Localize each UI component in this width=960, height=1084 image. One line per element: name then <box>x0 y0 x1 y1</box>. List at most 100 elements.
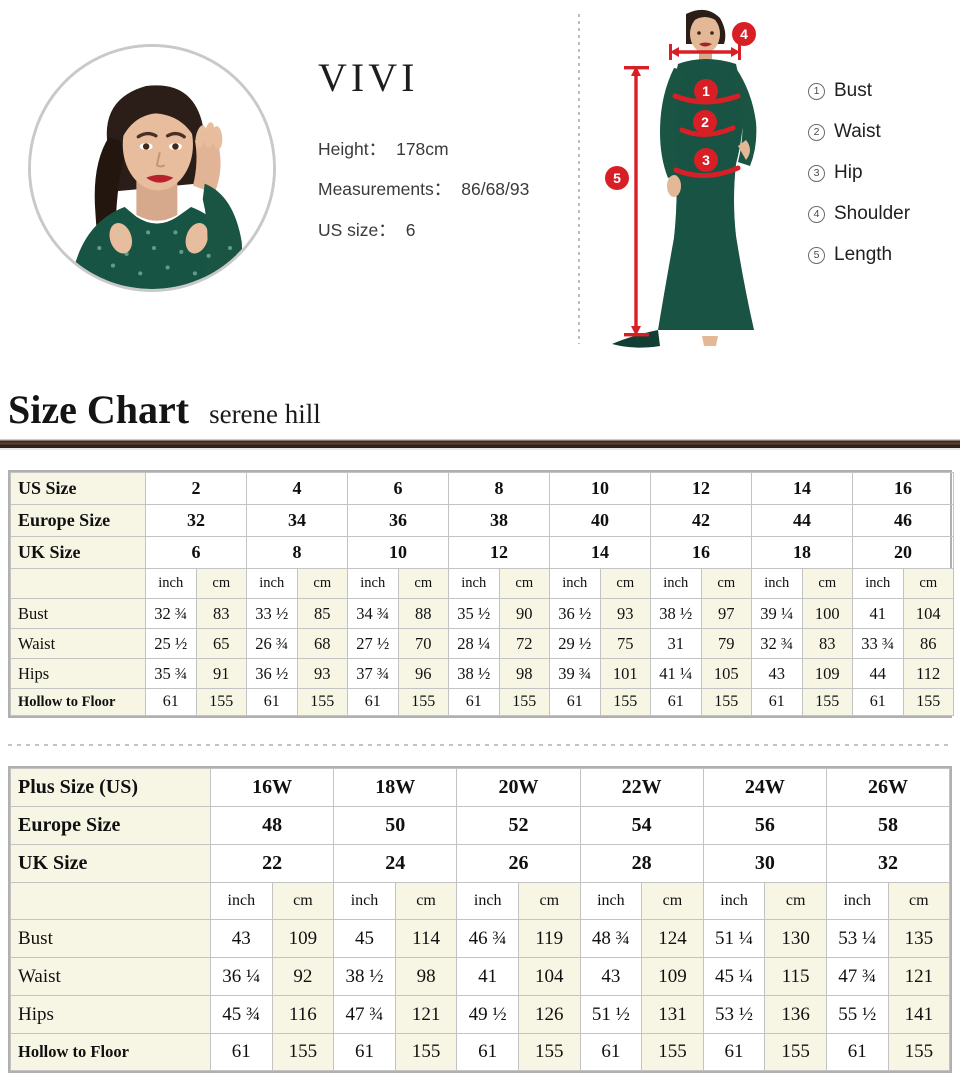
measure-cell-cm: 96 <box>397 658 449 689</box>
unit-header-inch: inch <box>456 882 519 920</box>
unit-header-inch: inch <box>210 882 273 920</box>
measure-cell-inch: 31 <box>650 628 702 659</box>
measure-cell-inch: 35 ½ <box>448 598 500 629</box>
measure-cell-cm: 155 <box>641 1033 704 1071</box>
unit-header-inch: inch <box>448 568 500 599</box>
size-cell: 50 <box>333 806 458 845</box>
model-spec-measurements: Measurements： 86/68/93 <box>318 180 568 199</box>
measure-cell-inch: 28 ¼ <box>448 628 500 659</box>
measure-cell-inch: 26 ¾ <box>246 628 298 659</box>
table_plus-rowlabel: Europe Size <box>10 806 211 845</box>
svg-text:4: 4 <box>740 26 748 42</box>
standard-size-table-container: US Size 2 4 6 8 10 12 14 16 Europe Size 32 34 36 38 40… <box>8 470 954 718</box>
measure-cell-cm: 124 <box>641 919 704 958</box>
size-cell: 24 <box>333 844 458 883</box>
unit-header-inch: inch <box>852 568 904 599</box>
measure-cell-cm: 98 <box>394 957 458 996</box>
unit-header-cm: cm <box>271 882 335 920</box>
measure-cell-inch: 41 <box>852 598 904 629</box>
unit-header-cm: cm <box>397 568 449 599</box>
size-cell: 2 <box>145 472 247 505</box>
measure-cell-inch: 61 <box>210 1033 273 1071</box>
size-cell: 8 <box>448 472 550 505</box>
legend-item-shoulder: 4 Shoulder <box>808 203 958 225</box>
size-cell: 12 <box>650 472 752 505</box>
measure-cell-cm: 92 <box>271 957 335 996</box>
brand-name: VIVI <box>318 55 419 100</box>
measure-cell-cm: 131 <box>641 995 704 1034</box>
unit-header-cm: cm <box>887 882 951 920</box>
size-cell: 6 <box>347 472 449 505</box>
size-cell: 8 <box>246 536 348 569</box>
us-size-label: US size： <box>318 219 396 240</box>
marker-1: 1 <box>694 79 718 103</box>
legend-item-length: 5 Length <box>808 244 958 266</box>
marker-3: 3 <box>694 148 718 172</box>
unit-row-blank-label <box>10 882 211 920</box>
svg-text:5: 5 <box>613 170 621 186</box>
measure-cell-inch: 61 <box>347 688 399 716</box>
measure-cell-cm: 91 <box>195 658 247 689</box>
measure-cell-inch: 49 ½ <box>456 995 519 1034</box>
measurements-label: Measurements： <box>318 179 452 200</box>
measure-cell-inch: 41 ¼ <box>650 658 702 689</box>
measure-cell-inch: 45 <box>333 919 396 958</box>
measure-cell-cm: 83 <box>195 598 247 629</box>
measure-cell-inch: 36 ½ <box>549 598 601 629</box>
measure-cell-inch: 38 ½ <box>650 598 702 629</box>
size-cell: 18W <box>333 768 458 807</box>
unit-header-inch: inch <box>145 568 197 599</box>
size-cell: 54 <box>579 806 704 845</box>
table_standard-rowlabel: UK Size <box>10 536 146 569</box>
size-cell: 4 <box>246 472 348 505</box>
measure-cell-inch: 41 <box>456 957 519 996</box>
measure-cell-cm: 155 <box>700 688 752 716</box>
standard-size-table: US Size 2 4 6 8 10 12 14 16 Europe Size 32 34 36 38 40… <box>10 472 954 716</box>
measure-cell-inch: 36 ½ <box>246 658 298 689</box>
measure-cell-inch: 29 ½ <box>549 628 601 659</box>
hero-section: VIVI Height： 178cm Measurements： 86/68/93 … <box>0 0 960 365</box>
measure-cell-inch: 45 ¾ <box>210 995 273 1034</box>
measure-cell-cm: 88 <box>397 598 449 629</box>
measure-cell-cm: 79 <box>700 628 752 659</box>
legend-item-waist: 2 Waist <box>808 121 958 143</box>
measure-cell-cm: 98 <box>498 658 550 689</box>
measure-cell-inch: 61 <box>825 1033 889 1071</box>
measure-cell-inch: 45 ¼ <box>702 957 766 996</box>
unit-header-inch: inch <box>751 568 803 599</box>
title-divider-bar <box>0 439 960 450</box>
table-row: Hollow to Floor 61 155 61 155 61 155 61 155 61 155… <box>10 688 954 716</box>
measure-cell-cm: 114 <box>394 919 458 958</box>
table-row: US Size 2 4 6 8 10 12 14 16 <box>10 472 954 505</box>
table-row: Waist 25 ½ 65 26 ¾ 68 27 ½ 70 28 ¼ 72 29 ½ 75 31 79 3… <box>10 628 954 659</box>
measure-cell-cm: 100 <box>801 598 853 629</box>
unit-header-inch: inch <box>702 882 766 920</box>
measure-cell-cm: 155 <box>394 1033 458 1071</box>
measure-cell-inch: 61 <box>333 1033 396 1071</box>
unit-header-inch: inch <box>650 568 702 599</box>
measure-cell-cm: 155 <box>498 688 550 716</box>
brand-subtitle: serene hill <box>209 399 321 429</box>
measure-cell-inch: 25 ½ <box>145 628 197 659</box>
measure-cell-cm: 93 <box>296 658 348 689</box>
measure-cell-inch: 51 ½ <box>579 995 643 1034</box>
marker-4: 4 <box>732 22 756 46</box>
model-spec-height: Height： 178cm <box>318 139 568 159</box>
size-cell: 22 <box>209 844 335 883</box>
size-cell: 14 <box>549 536 651 569</box>
size-cell: 20 <box>852 536 954 569</box>
measure-cell-inch: 39 ¼ <box>751 598 803 629</box>
measure-cell-cm: 155 <box>296 688 348 716</box>
measure-cell-inch: 46 ¾ <box>456 919 519 958</box>
table-row: Plus Size (US) 16W 18W 20W 22W 24W 26W <box>10 768 951 807</box>
measure-cell-cm: 115 <box>764 957 827 996</box>
measure-cell-cm: 155 <box>764 1033 827 1071</box>
measure-cell-inch: 61 <box>246 688 298 716</box>
measure-cell-inch: 55 ½ <box>825 995 889 1034</box>
us-size-value: 6 <box>405 219 416 240</box>
measure-cell-inch: 61 <box>650 688 702 716</box>
legend-number-icon-4: 4 <box>808 205 825 223</box>
measure-cell-cm: 130 <box>764 919 827 958</box>
table-row: UK Size 6 8 10 12 14 16 18 20 <box>10 536 954 569</box>
legend-label-waist: Waist <box>834 121 881 142</box>
